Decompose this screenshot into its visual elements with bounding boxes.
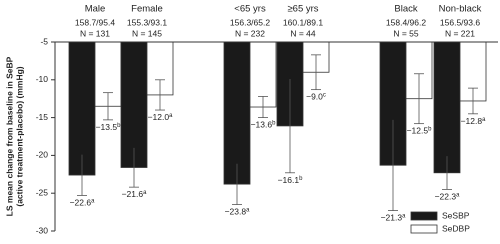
error-bar	[77, 154, 87, 196]
bar	[433, 41, 461, 174]
value-text: −16.1	[278, 175, 300, 185]
bar	[223, 41, 251, 185]
footnote-mark: b	[299, 175, 303, 181]
baseline-label: 160.1/89.1	[283, 17, 323, 27]
footnote-mark: b	[117, 122, 121, 128]
category-label: ≥65 yrs	[287, 4, 318, 15]
value-text: −9.0	[306, 92, 323, 102]
footnote-mark: a	[456, 192, 460, 198]
error-bar	[468, 87, 478, 115]
value-label: −9.0c	[306, 92, 326, 102]
error-bar	[285, 79, 295, 174]
error-bar	[258, 96, 268, 118]
legend-label: SeSBP	[442, 210, 470, 220]
value-label: −12.5b	[407, 126, 433, 136]
value-text: −21.3	[381, 213, 403, 223]
footnote-mark: a	[246, 207, 250, 213]
error-bar	[414, 73, 424, 125]
category-label: Female	[131, 4, 163, 15]
footnote-mark: a	[91, 198, 95, 204]
value-label: −21.3a	[381, 213, 407, 223]
value-label: −13.5b	[96, 122, 122, 132]
y-tick-label: -5	[40, 36, 48, 46]
n-label: N = 131	[80, 28, 110, 38]
value-label: −23.8a	[225, 207, 251, 217]
footnote-mark: b	[272, 120, 276, 126]
y-axis-label: LS mean change from baseline in SeBP	[4, 56, 14, 216]
value-text: −13.6	[251, 120, 273, 130]
y-tick-label: -30	[36, 225, 49, 235]
value-text: −13.5	[96, 122, 118, 132]
category-label: Non-black	[439, 4, 482, 15]
footnote-mark: a	[482, 116, 486, 122]
n-label: N = 221	[445, 28, 475, 38]
value-label: −13.6b	[251, 120, 277, 130]
value-text: −12.5	[407, 126, 429, 136]
baseline-label: 156.3/65.2	[230, 17, 270, 27]
error-bar	[129, 147, 139, 188]
value-text: −12.8	[461, 116, 483, 126]
value-text: −23.8	[225, 207, 247, 217]
legend-swatch	[410, 224, 438, 234]
n-label: N = 232	[235, 28, 265, 38]
value-label: −22.3a	[435, 192, 461, 202]
error-bar	[232, 163, 242, 205]
value-label: −12.0a	[148, 112, 174, 122]
footnote-mark: a	[143, 190, 147, 196]
legend-label: SeDBP	[442, 223, 470, 233]
footnote-mark: a	[169, 113, 173, 119]
footnote-mark: c	[323, 92, 326, 98]
baseline-label: 155.3/93.1	[127, 17, 167, 27]
category-label: <65 yrs	[234, 4, 266, 15]
error-bar	[155, 79, 165, 111]
footnote-mark: b	[428, 126, 432, 132]
baseline-label: 158.4/96.2	[386, 17, 426, 27]
y-tick-label: -15	[36, 112, 49, 122]
legend-swatch	[410, 211, 438, 221]
value-label: −21.6a	[122, 189, 148, 199]
y-tick-label: -20	[36, 150, 49, 160]
baseline-label: 156.5/93.6	[440, 17, 480, 27]
y-tick-label: -10	[36, 74, 49, 84]
n-label: N = 44	[290, 28, 316, 38]
error-bar	[311, 54, 321, 91]
value-text: −12.0	[148, 112, 170, 122]
value-text: −22.3	[435, 192, 457, 202]
error-bar	[103, 92, 113, 121]
value-label: −22.6a	[70, 198, 96, 208]
n-label: N = 55	[393, 28, 419, 38]
value-text: −22.6	[70, 198, 92, 208]
value-label: −16.1b	[278, 175, 304, 185]
y-axis-label: (active treatment-placebo) (mmHg)	[14, 66, 24, 206]
error-bar	[442, 156, 452, 190]
footnote-mark: a	[402, 213, 406, 219]
baseline-label: 158.7/95.4	[75, 17, 115, 27]
error-bar	[388, 119, 398, 211]
value-label: −12.8a	[461, 116, 487, 126]
category-label: Male	[85, 4, 106, 15]
value-text: −21.6	[122, 189, 144, 199]
n-label: N = 145	[132, 28, 162, 38]
category-label: Black	[394, 4, 417, 15]
y-tick-label: -25	[36, 187, 49, 197]
